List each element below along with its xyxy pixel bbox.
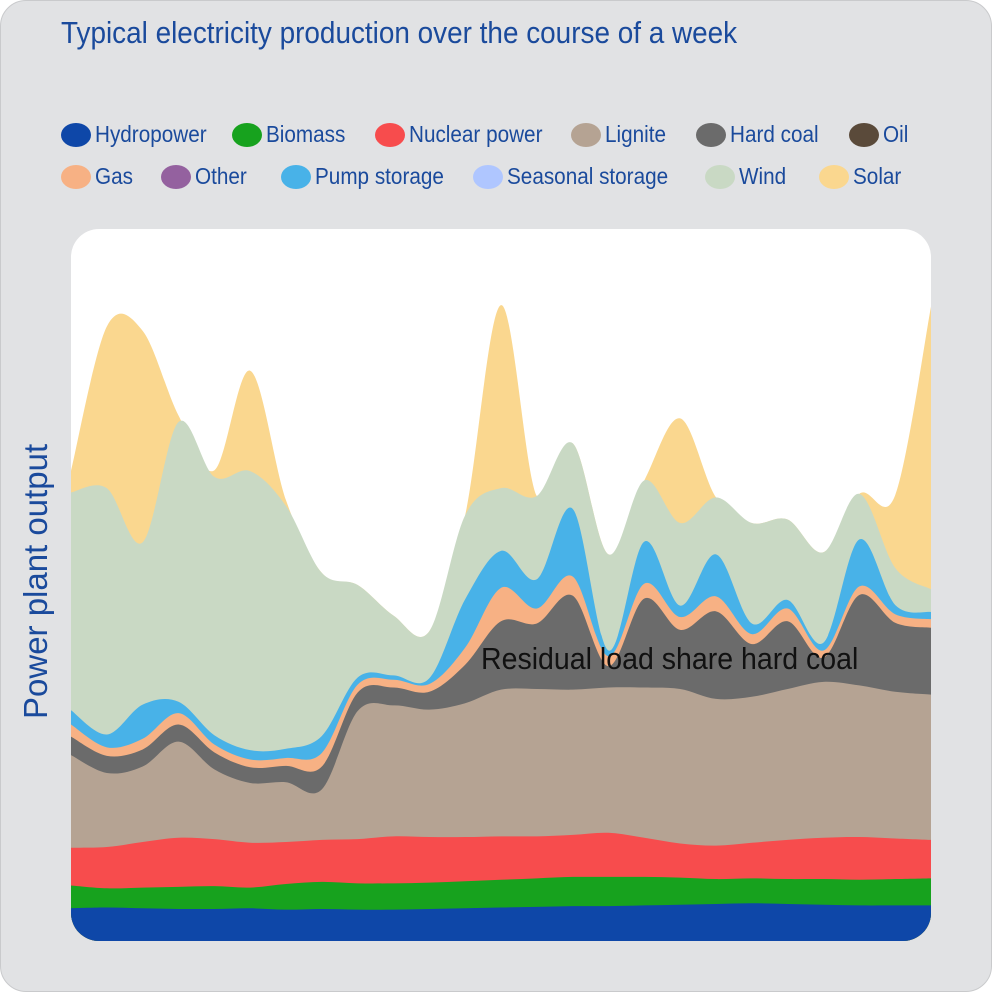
legend-label: Nuclear power: [409, 121, 543, 147]
legend-label: Hydropower: [95, 121, 207, 147]
legend-item-oil: Oil: [849, 121, 911, 148]
area-series-hydropower: [71, 903, 931, 941]
legend-swatch: [61, 164, 91, 189]
legend-item-other: Other: [161, 163, 253, 190]
legend-label: Seasonal storage: [507, 163, 669, 189]
legend-label: Biomass: [266, 121, 346, 147]
legend-swatch: [849, 122, 879, 147]
legend-item-gas: Gas: [61, 163, 137, 190]
annotation-residual-load: Residual load share hard coal: [481, 641, 859, 676]
legend-item-hydropower: Hydropower: [61, 121, 219, 148]
legend-item-solar: Solar: [819, 163, 907, 190]
legend-label: Other: [195, 163, 247, 189]
area-series-group: [71, 305, 931, 941]
legend-item-hard-coal: Hard coal: [696, 121, 828, 148]
legend-swatch: [696, 122, 726, 147]
legend-label: Oil: [883, 121, 909, 147]
legend-swatch: [473, 164, 503, 189]
plot-area: [71, 229, 931, 941]
legend-item-pump-storage: Pump storage: [281, 163, 458, 190]
legend-label: Solar: [853, 163, 902, 189]
legend-label: Wind: [739, 163, 787, 189]
legend-label: Gas: [95, 163, 133, 189]
legend-swatch: [571, 122, 601, 147]
legend-item-seasonal-storage: Seasonal storage: [473, 163, 686, 190]
legend-swatch: [375, 122, 405, 147]
legend-item-biomass: Biomass: [232, 121, 354, 148]
legend-swatch: [61, 122, 91, 147]
legend-label: Pump storage: [315, 163, 444, 189]
y-axis-label: Power plant output: [17, 443, 54, 719]
legend-item-wind: Wind: [705, 163, 791, 190]
legend-swatch: [705, 164, 735, 189]
legend-swatch: [281, 164, 311, 189]
legend-swatch: [232, 122, 262, 147]
legend-item-lignite: Lignite: [571, 121, 673, 148]
legend-swatch: [161, 164, 191, 189]
legend-label: Lignite: [605, 121, 667, 147]
legend-item-nuclear-power: Nuclear power: [375, 121, 557, 148]
chart-title: Typical electricity production over the …: [61, 15, 738, 50]
legend-swatch: [819, 164, 849, 189]
legend-label: Hard coal: [730, 121, 819, 147]
